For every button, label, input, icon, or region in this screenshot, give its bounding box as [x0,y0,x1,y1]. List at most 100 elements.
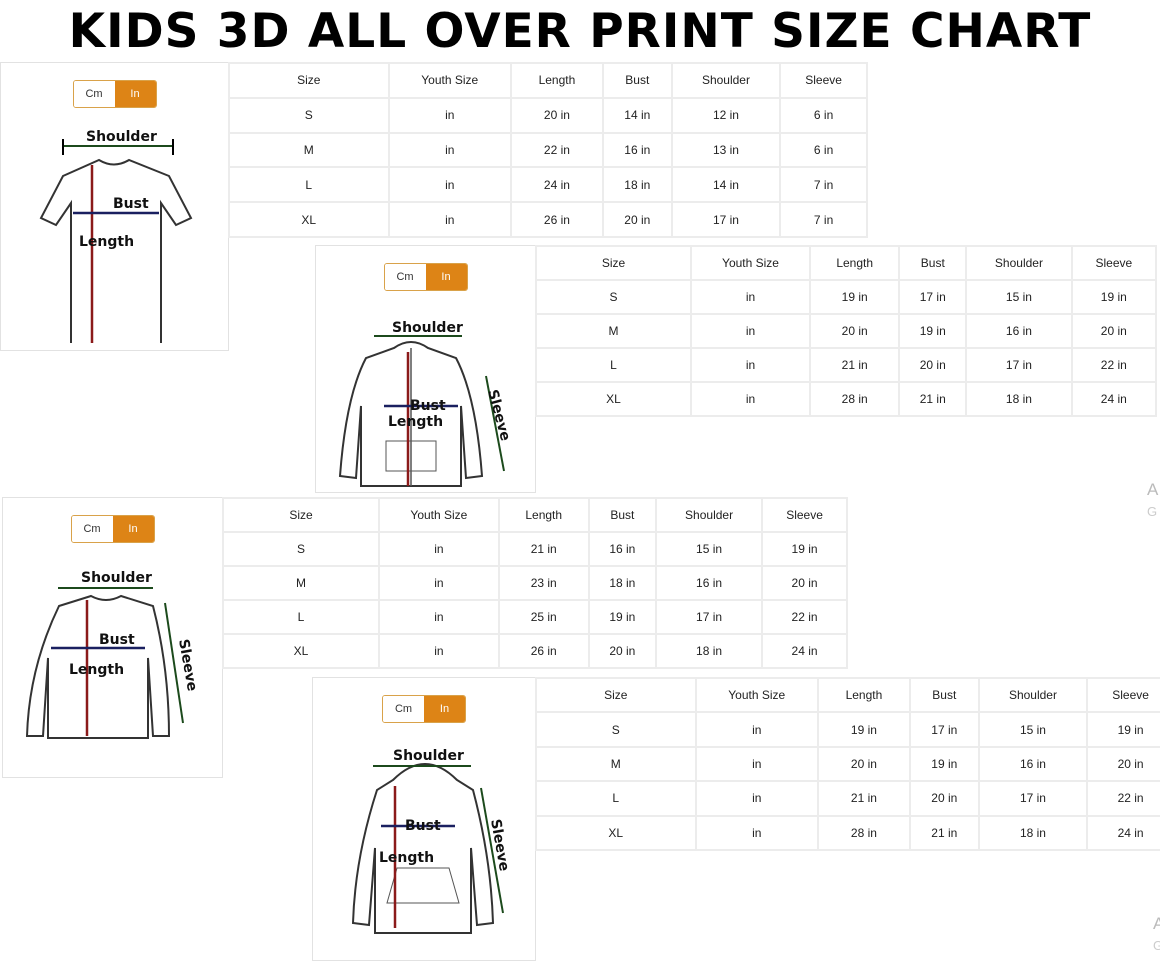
column-header: Length [509,62,604,99]
table-cell: 17 in [965,347,1073,383]
tshirt-diagram: Cm In Shoulder Bust Length [0,62,229,351]
table-cell: 20 in [1070,313,1158,349]
table-cell: 25 in [497,599,590,635]
bust-label: Bust [99,632,135,648]
table-cell: 7 in [779,201,868,238]
long-sleeve-icon: Shoulder Bust Length Sleeve [25,570,200,739]
cm-option[interactable]: Cm [71,516,113,542]
table-cell: in [378,565,500,601]
edge-text-fragment: G [1147,504,1158,519]
table-cell: S [535,279,692,315]
table-cell: 26 in [497,633,590,669]
table-cell: in [689,347,812,383]
bust-label: Bust [113,196,149,212]
column-header: Size [535,245,692,281]
table-cell: 22 in [509,131,604,169]
table-cell: in [387,96,512,134]
shoulder-label: Shoulder [81,570,152,586]
column-header: Bust [898,245,968,281]
table-cell: 21 in [908,814,980,852]
edge-text-fragment: A [1153,914,1160,933]
table-cell: 18 in [977,814,1089,852]
cm-option[interactable]: Cm [384,264,426,290]
unit-toggle[interactable]: Cm In [72,80,157,108]
table-cell: in [694,780,819,817]
tshirt-icon: Shoulder Bust Length [39,129,193,343]
table-cell: 18 in [587,565,658,601]
table-header-row: Size Youth Size Length Bust Shoulder Sleeve [222,497,848,533]
unit-toggle[interactable]: Cm In [382,695,466,723]
zip-hoodie-diagram: Cm In Shoulder Bust Length Sleeve [315,245,536,493]
table-cell: in [387,201,512,238]
cm-option[interactable]: Cm [73,81,115,107]
column-header: Youth Size [387,62,512,99]
table-cell: 15 in [965,279,1073,315]
pullover-hoodie-icon: Shoulder Bust Length Sleeve [351,748,512,934]
table-cell: M [535,313,692,349]
column-header: Sleeve [761,497,848,533]
in-option[interactable]: In [112,516,154,542]
table-cell: 16 in [965,313,1073,349]
in-option[interactable]: In [425,264,467,290]
table-cell: 19 in [809,279,901,315]
table-row: XL in 26 in 20 in 18 in 24 in [222,633,848,669]
table-cell: 28 in [809,381,901,417]
table-cell: 21 in [816,780,911,817]
shoulder-label: Shoulder [86,129,157,145]
table-cell: in [378,531,500,567]
table-cell: M [228,131,390,169]
unit-toggle[interactable]: Cm In [70,515,155,543]
table-cell: in [694,711,819,748]
column-header: Shoulder [670,62,782,99]
table-cell: 21 in [809,347,901,383]
bust-label: Bust [405,818,441,834]
table-cell: L [222,599,380,635]
table-cell: XL [535,814,697,852]
table-cell: XL [535,381,692,417]
column-header: Sleeve [1086,676,1160,714]
length-label: Length [379,850,434,866]
edge-text-fragment: A [1147,480,1159,499]
table-cell: S [535,711,697,748]
length-label: Length [388,414,443,430]
table-cell: 6 in [779,96,868,134]
in-option[interactable]: In [114,81,156,107]
table-cell: 20 in [601,201,673,238]
table-cell: L [228,166,390,204]
pullover-hoodie-diagram: Cm In Shoulder Bust Length Sleeve [312,677,536,961]
table-cell: M [535,745,697,783]
shoulder-label: Shoulder [393,748,464,764]
zip-hoodie-icon: Shoulder Bust Length Sleeve [338,320,513,487]
table-cell: 21 in [497,531,590,567]
table-cell: in [378,633,500,669]
table-cell: L [535,780,697,817]
table-cell: 19 in [1070,279,1158,315]
column-header: Bust [908,676,980,714]
table-cell: 24 in [1086,814,1160,852]
column-header: Youth Size [689,245,812,281]
cm-option[interactable]: Cm [383,696,424,722]
table-cell: 22 in [1086,780,1160,817]
table-cell: 19 in [587,599,658,635]
table-cell: in [689,313,812,349]
table-cell: 20 in [898,347,968,383]
unit-toggle[interactable]: Cm In [383,263,468,291]
table-cell: 21 in [898,381,968,417]
table-cell: 24 in [761,633,848,669]
table-cell: 20 in [509,96,604,134]
table-cell: 24 in [509,166,604,204]
table-cell: 23 in [497,565,590,601]
shoulder-label: Shoulder [392,320,463,336]
table-cell: 6 in [779,131,868,169]
in-option[interactable]: In [424,696,465,722]
